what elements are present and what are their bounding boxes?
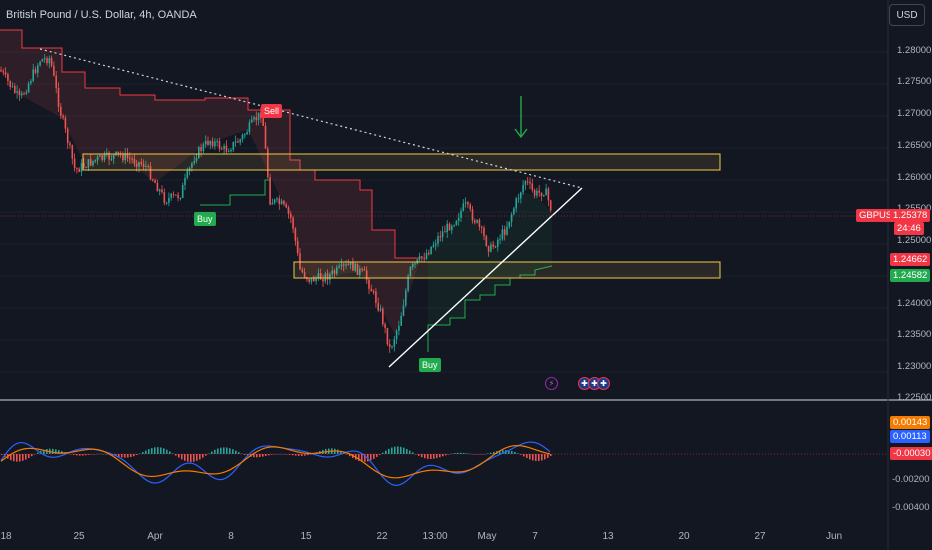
time-label: 20 [678,531,690,542]
uk-flag-event-icon[interactable]: ✚ [578,377,591,390]
price-label: 1.27000 [897,108,932,119]
price-label: 1.26500 [897,140,932,151]
price-label: 1.28000 [897,45,932,56]
time-label: Apr [147,531,163,542]
time-label: 8 [228,531,234,542]
descending-trendline[interactable] [39,48,583,189]
histogram-value-tag: -0.00030 [890,447,932,460]
band-lower-tag: 1.24582 [890,269,931,282]
time-label: 13:00 [422,531,448,542]
currency-button[interactable]: USD [889,4,925,26]
time-label: Jun [825,531,843,542]
signal-value-tag: 0.00143 [890,416,931,429]
price-label: 1.24000 [897,298,932,309]
time-label: 13 [602,531,614,542]
price-label: 1.27500 [897,76,932,87]
resistance-zone[interactable] [82,153,721,171]
time-label: 25 [73,531,85,542]
buy-signal[interactable]: Buy [419,358,441,372]
macd-value-tag: 0.00113 [890,430,930,443]
stop-band-lower [200,179,553,352]
time-label: 27 [754,531,766,542]
time-label: 15 [300,531,312,542]
macd-line [0,441,551,486]
time-label: 18 [0,531,12,542]
chart-title[interactable]: British Pound / U.S. Dollar, 4h, OANDA [6,9,197,21]
price-label: 1.23500 [897,329,932,340]
time-label: 22 [376,531,388,542]
signal-line [0,444,551,479]
price-label: 1.25500 [897,203,931,214]
buy-signal[interactable]: Buy [194,212,216,226]
candles [0,54,552,353]
countdown-tag: 24:46 [894,222,924,235]
indicator-label: -0.00200 [892,474,930,485]
grid [0,51,888,373]
time-label: May [477,531,497,542]
price-label: 1.22500 [897,392,932,403]
price-label: 1.23000 [897,361,932,372]
lightning-event-icon[interactable]: ⚡ [545,377,558,390]
band-upper-tag: 1.24662 [890,253,931,266]
price-label: 1.25000 [897,235,932,246]
arrow-down-icon [514,96,528,139]
indicator-label: -0.00400 [892,502,930,513]
stop-band-upper [0,29,420,335]
uk-flag-event-icon[interactable]: ✚ [597,377,610,390]
current-price-tag: 1.25378 [890,209,931,222]
ascending-trendline[interactable] [388,187,583,368]
support-zone[interactable] [293,261,721,279]
price-label: 1.26000 [897,172,932,183]
sell-signal[interactable]: Sell [261,104,283,118]
time-label: 7 [532,531,538,542]
